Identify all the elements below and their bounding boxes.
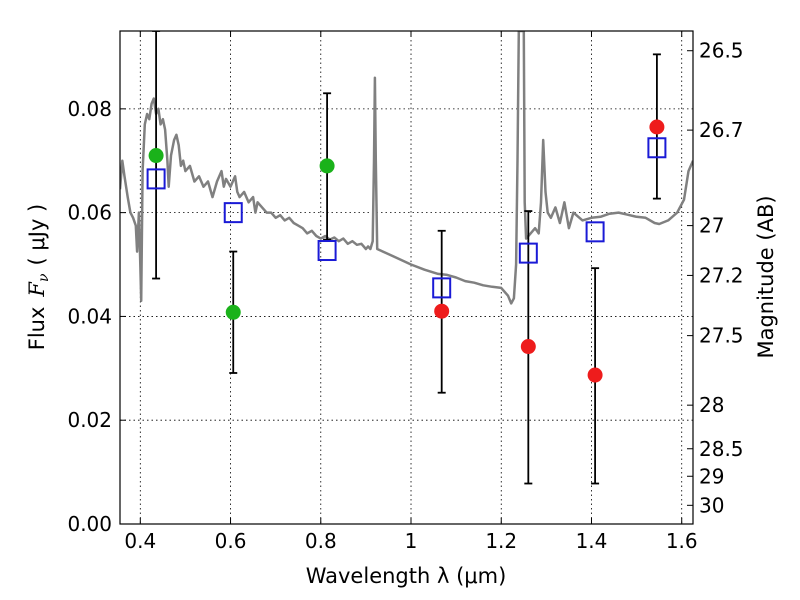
data-point-green <box>148 148 164 164</box>
y-tick-label: 0.04 <box>67 304 112 328</box>
x-tick-label: 1 <box>405 529 418 553</box>
right-axis-tick-label: 26.5 <box>699 39 744 63</box>
right-axis-ticks: 26.5 26.7 27 27.2 27.5 28 28.5 29 30 <box>687 39 744 517</box>
data-point-green <box>319 158 335 174</box>
y-tick-label: 0.08 <box>67 97 112 121</box>
model-square <box>647 137 667 159</box>
model-square <box>223 202 243 224</box>
x-tick-label: 1.2 <box>485 529 517 553</box>
y-tick-label: 0.06 <box>67 201 112 225</box>
x-tick-label: 0.8 <box>305 529 337 553</box>
y-axis-label-prefix: Flux <box>25 307 49 351</box>
y-axis-ticks: 0.00 0.02 0.04 0.06 0.08 <box>67 97 126 536</box>
y-axis-label-var: F <box>25 281 49 298</box>
plot-frame <box>119 30 694 525</box>
right-axis-tick-label: 28.5 <box>699 437 744 461</box>
data-point-red <box>587 367 603 383</box>
right-axis-label: Magnitude (AB) <box>754 195 778 358</box>
grid <box>120 31 693 525</box>
y-axis-label-suffix: ( μJy ) <box>25 204 49 266</box>
right-axis-tick-label: 27.2 <box>699 263 744 287</box>
y-tick-label: 0.02 <box>67 408 112 432</box>
right-axis-tick-label: 27 <box>699 214 724 238</box>
data-point-red <box>434 303 450 319</box>
data-point-red <box>649 119 665 135</box>
x-tick-label: 0.6 <box>215 529 247 553</box>
right-axis-tick-label: 27.5 <box>699 324 744 348</box>
y-tick-label: 0.00 <box>67 512 112 536</box>
x-tick-label: 1.6 <box>666 529 698 553</box>
y-axis-label-sub: ν <box>36 273 52 282</box>
right-axis-tick-label: 30 <box>699 493 724 517</box>
model-square <box>146 168 166 190</box>
data-point-green <box>225 304 241 320</box>
right-axis-tick-label: 26.7 <box>699 118 744 142</box>
model-square <box>585 221 605 243</box>
y-axis-label: Flux Fν ( μJy ) <box>25 204 52 350</box>
model-square <box>317 240 337 262</box>
x-tick-label: 0.4 <box>124 529 156 553</box>
x-tick-label: 1.4 <box>576 529 608 553</box>
right-axis-tick-label: 29 <box>699 464 724 488</box>
model-square <box>518 242 538 264</box>
x-axis-label: Wavelength λ (μm) <box>306 564 507 588</box>
model-square <box>432 277 452 299</box>
x-axis-ticks: 0.4 0.6 0.8 1 1.2 1.4 1.6 <box>124 31 698 553</box>
markers <box>146 119 667 383</box>
data-point-red <box>520 339 536 355</box>
right-axis-tick-label: 28 <box>699 393 724 417</box>
